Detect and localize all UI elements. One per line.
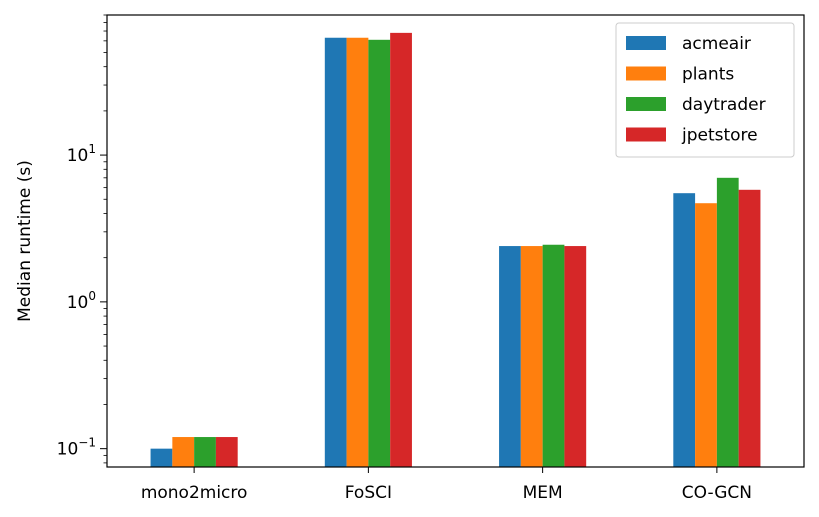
bar-jpetstore-mem	[564, 246, 587, 467]
plot-frame	[106, 14, 805, 468]
legend-swatch-daytrader	[626, 97, 666, 111]
x-tick-label-fosci: FoSCI	[345, 483, 392, 503]
y-tick-label: 101	[67, 142, 96, 166]
bar-jpetstore-fosci	[390, 32, 412, 468]
legend-swatch-plants	[626, 66, 666, 81]
y-tick-exponent: 1	[88, 142, 96, 156]
y-tick-exponent: −1	[78, 436, 96, 450]
bar-acmeair-mono2micro	[150, 448, 173, 467]
y-tick-label: 100	[67, 289, 96, 313]
x-tick-label-mono2micro: mono2micro	[141, 483, 248, 503]
bar-plants-mono2micro	[172, 437, 195, 467]
bars-layer	[150, 32, 761, 468]
y-tick-base: 10	[67, 146, 89, 166]
bar-plants-fosci	[346, 37, 369, 468]
y-tick-label: 10−1	[57, 436, 96, 460]
legend-box	[615, 22, 795, 158]
y-axis-label: Median runtime (s)	[15, 160, 35, 322]
bar-daytrader-mono2micro	[194, 437, 216, 467]
bar-jpetstore-mono2micro	[215, 437, 238, 467]
legend-label-daytrader: daytrader	[682, 95, 766, 115]
bar-acmeair-mem	[499, 246, 521, 467]
bar-jpetstore-co-gcn	[738, 189, 761, 468]
y-tick-base: 10	[67, 293, 89, 313]
legend-label-plants: plants	[682, 65, 734, 85]
x-axis: mono2micro FoSCI MEM CO-GCN	[141, 467, 752, 503]
x-tick-label-mem: MEM	[523, 483, 563, 503]
bar-acmeair-co-gcn	[673, 193, 696, 467]
y-tick-base: 10	[57, 440, 79, 460]
bar-daytrader-co-gcn	[716, 177, 739, 467]
legend-swatch-acmeair	[626, 36, 666, 50]
legend-swatch-jpetstore	[626, 127, 666, 142]
bar-plants-mem	[520, 246, 543, 467]
legend-label-acmeair: acmeair	[682, 34, 751, 54]
bar-plants-co-gcn	[695, 203, 717, 467]
legend-label-jpetstore: jpetstore	[681, 126, 758, 146]
x-tick-label-co-gcn: CO-GCN	[682, 483, 752, 503]
bar-daytrader-mem	[542, 244, 565, 467]
bar-daytrader-fosci	[368, 39, 391, 468]
y-tick-exponent: 0	[88, 289, 96, 303]
bar-acmeair-fosci	[324, 37, 347, 468]
legend: acmeair plants daytrader jpetstore	[615, 22, 795, 158]
